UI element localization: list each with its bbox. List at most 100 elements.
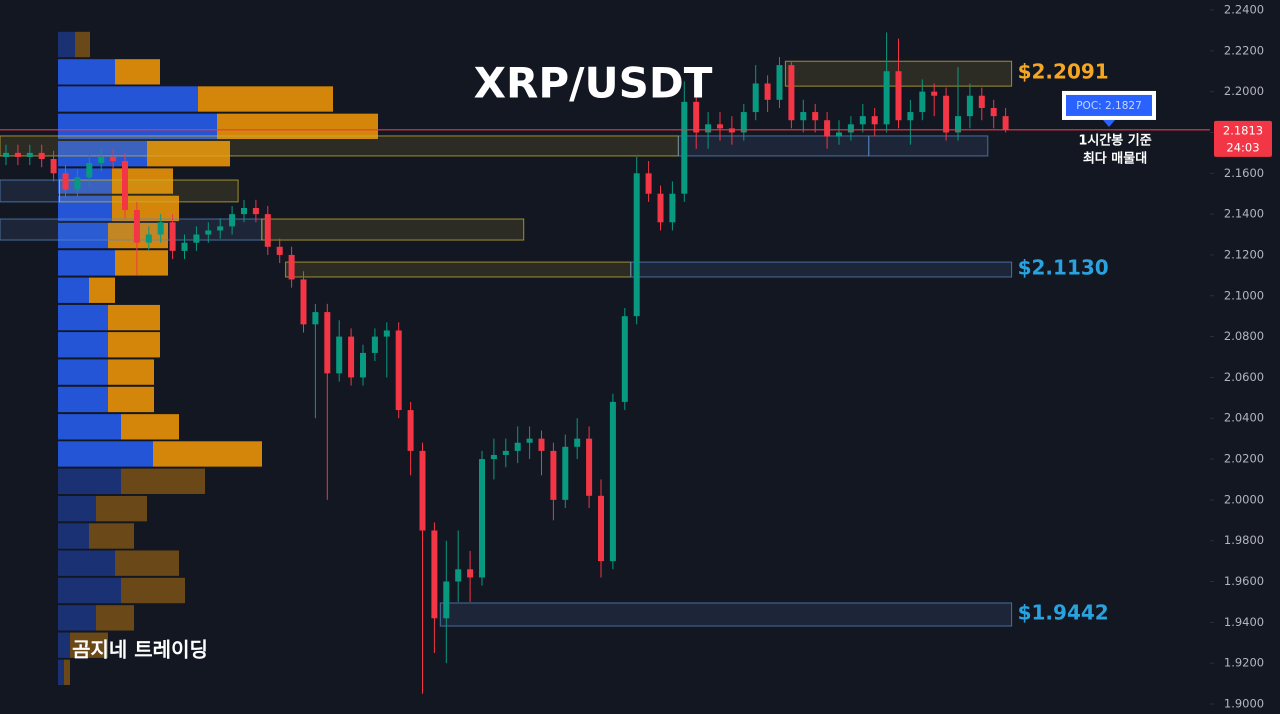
poc-note: 최다 매물대 <box>1083 150 1147 166</box>
candle-body <box>776 65 783 100</box>
candle-body <box>574 438 581 447</box>
candle-body <box>3 152 9 157</box>
y-tick-label: 2.2200 <box>1224 43 1264 57</box>
candle-body <box>407 410 414 451</box>
profile-buy <box>58 250 115 276</box>
candle-body <box>193 234 200 243</box>
y-tick-label: 2.0000 <box>1224 492 1264 506</box>
zone <box>59 179 239 203</box>
candle-body <box>205 230 212 235</box>
candle-body <box>264 214 271 247</box>
profile-buy <box>58 31 75 58</box>
profile-buy <box>58 523 89 549</box>
candle-body <box>157 222 164 235</box>
y-tick-label: 1.9800 <box>1224 533 1264 547</box>
zone <box>677 135 870 157</box>
candle-body <box>383 330 390 337</box>
candle-body <box>26 152 33 157</box>
last-price-label: 2.1813 <box>1223 123 1263 137</box>
y-tick-label: 2.1200 <box>1224 247 1264 261</box>
candle-body <box>740 112 747 133</box>
candle-body <box>657 193 664 223</box>
zone <box>285 261 632 278</box>
profile-sell <box>70 632 108 658</box>
candle-body <box>550 450 557 500</box>
candle-body <box>443 581 450 619</box>
candle-body <box>859 116 866 125</box>
profile-sell <box>115 250 168 276</box>
candle-body <box>324 312 331 374</box>
zone-label: $2.1130 <box>1018 256 1109 280</box>
candle-body <box>360 352 366 378</box>
profile-sell <box>89 277 115 303</box>
candle-body <box>14 152 21 157</box>
candle-body <box>800 112 807 121</box>
zone <box>868 135 989 157</box>
candle-body <box>812 112 819 121</box>
candle-body <box>871 116 878 125</box>
candle-body <box>907 112 914 121</box>
candle-body <box>586 438 593 496</box>
profile-sell <box>217 113 378 140</box>
zone-label: $1.9442 <box>1018 600 1109 624</box>
chart-title: XRP/USDT <box>474 59 713 108</box>
profile-buy <box>58 277 89 303</box>
candle-body <box>300 279 307 325</box>
profile-buy <box>58 659 64 686</box>
candle-body <box>98 156 105 164</box>
profile-buy <box>58 332 108 358</box>
y-tick-label: 2.0600 <box>1224 370 1264 384</box>
candle-body <box>1002 116 1009 130</box>
y-tick-label: 1.9000 <box>1224 696 1264 710</box>
candle-body <box>669 193 676 223</box>
profile-sell <box>147 141 230 167</box>
candle-body <box>955 116 961 133</box>
price-axis <box>1210 0 1280 714</box>
candle-body <box>217 226 224 231</box>
candle-body <box>621 316 628 402</box>
y-tick-label: 2.1000 <box>1224 288 1264 302</box>
candle-body <box>705 124 712 133</box>
y-tick-label: 2.1400 <box>1224 207 1264 221</box>
zone <box>630 261 1013 278</box>
candle-body <box>86 163 93 178</box>
profile-sell <box>121 414 179 440</box>
candle-body <box>836 132 842 137</box>
candle-body <box>336 336 343 374</box>
candle-body <box>62 173 69 190</box>
candle-body <box>50 159 57 174</box>
profile-buy <box>58 605 96 631</box>
poc-arrow <box>1103 119 1115 127</box>
candle-body <box>883 71 890 125</box>
profile-sell <box>153 441 262 467</box>
zone <box>0 135 679 157</box>
profile-buy <box>58 414 121 440</box>
zone <box>261 218 525 241</box>
candle-body <box>681 101 688 194</box>
y-tick-label: 2.0200 <box>1224 452 1264 466</box>
candle-body <box>990 107 997 117</box>
countdown-label: 24:03 <box>1226 140 1259 154</box>
candle-body <box>395 330 402 411</box>
candle-body <box>431 530 438 619</box>
y-tick-label: 2.1600 <box>1224 166 1264 180</box>
profile-sell <box>115 59 160 85</box>
zone <box>439 602 1013 627</box>
profile-buy <box>58 495 96 522</box>
profile-buy <box>58 550 115 576</box>
candle-body <box>788 65 795 121</box>
candle-body <box>645 173 652 194</box>
poc-label: POC: 2.1827 <box>1076 100 1142 112</box>
candle-body <box>824 120 831 137</box>
profile-sell <box>108 359 154 385</box>
candle-body <box>371 336 378 353</box>
profile-sell <box>75 31 90 58</box>
candle-body <box>966 95 973 117</box>
zone <box>0 179 61 203</box>
y-tick-label: 1.9400 <box>1224 615 1264 629</box>
candle-body <box>919 91 926 113</box>
candle-body <box>169 222 176 251</box>
